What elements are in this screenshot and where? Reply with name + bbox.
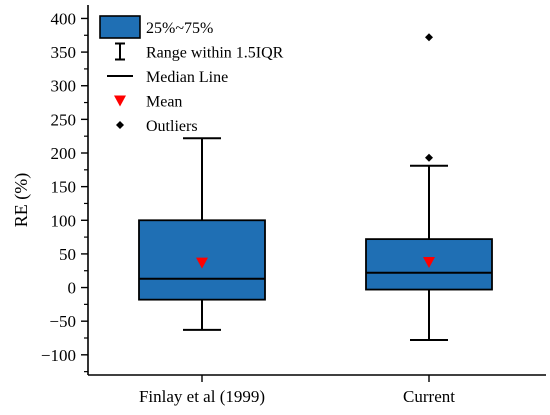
legend-swatch-box bbox=[99, 15, 141, 39]
legend-entry-label: Outliers bbox=[146, 118, 198, 135]
y-tick-label: 100 bbox=[51, 211, 77, 230]
y-tick-label: 200 bbox=[51, 144, 77, 163]
legend-entry-label: Mean bbox=[146, 94, 182, 111]
legend-swatch-outlier bbox=[116, 121, 124, 129]
y-tick-label: −50 bbox=[49, 312, 76, 331]
legend-entry-label: Range within 1.5IQR bbox=[146, 45, 284, 62]
legend-entry-label: 25%~75% bbox=[146, 20, 213, 37]
x-tick-label: Current bbox=[403, 387, 455, 406]
y-axis-label: RE (%) bbox=[11, 173, 32, 227]
legend-entry-label: Median Line bbox=[146, 69, 228, 86]
x-tick-label: Finlay et al (1999) bbox=[139, 387, 265, 406]
y-tick-label: 0 bbox=[68, 279, 77, 298]
y-tick-label: 50 bbox=[59, 245, 76, 264]
box-1 bbox=[365, 33, 493, 342]
box-0 bbox=[138, 137, 266, 331]
outlier-point bbox=[425, 153, 433, 162]
mean-marker bbox=[423, 256, 435, 268]
y-tick-label: 250 bbox=[51, 110, 77, 129]
axes: −100 −50 0 50 100 150 200 250 300 350 400 Finlay et… bbox=[41, 5, 546, 406]
legend-swatch-mean bbox=[114, 95, 126, 107]
y-tick-label: 150 bbox=[51, 178, 77, 197]
box-plots bbox=[138, 33, 493, 342]
mean-marker bbox=[196, 257, 208, 269]
y-tick-label: 350 bbox=[51, 43, 77, 62]
y-tick-label: 400 bbox=[51, 9, 77, 28]
outlier-point bbox=[425, 33, 433, 42]
y-tick-label: 300 bbox=[51, 77, 77, 96]
legend: 25%~75% Range within 1.5IQR Median Line Mea… bbox=[99, 15, 284, 135]
y-tick-label: −100 bbox=[41, 346, 76, 365]
